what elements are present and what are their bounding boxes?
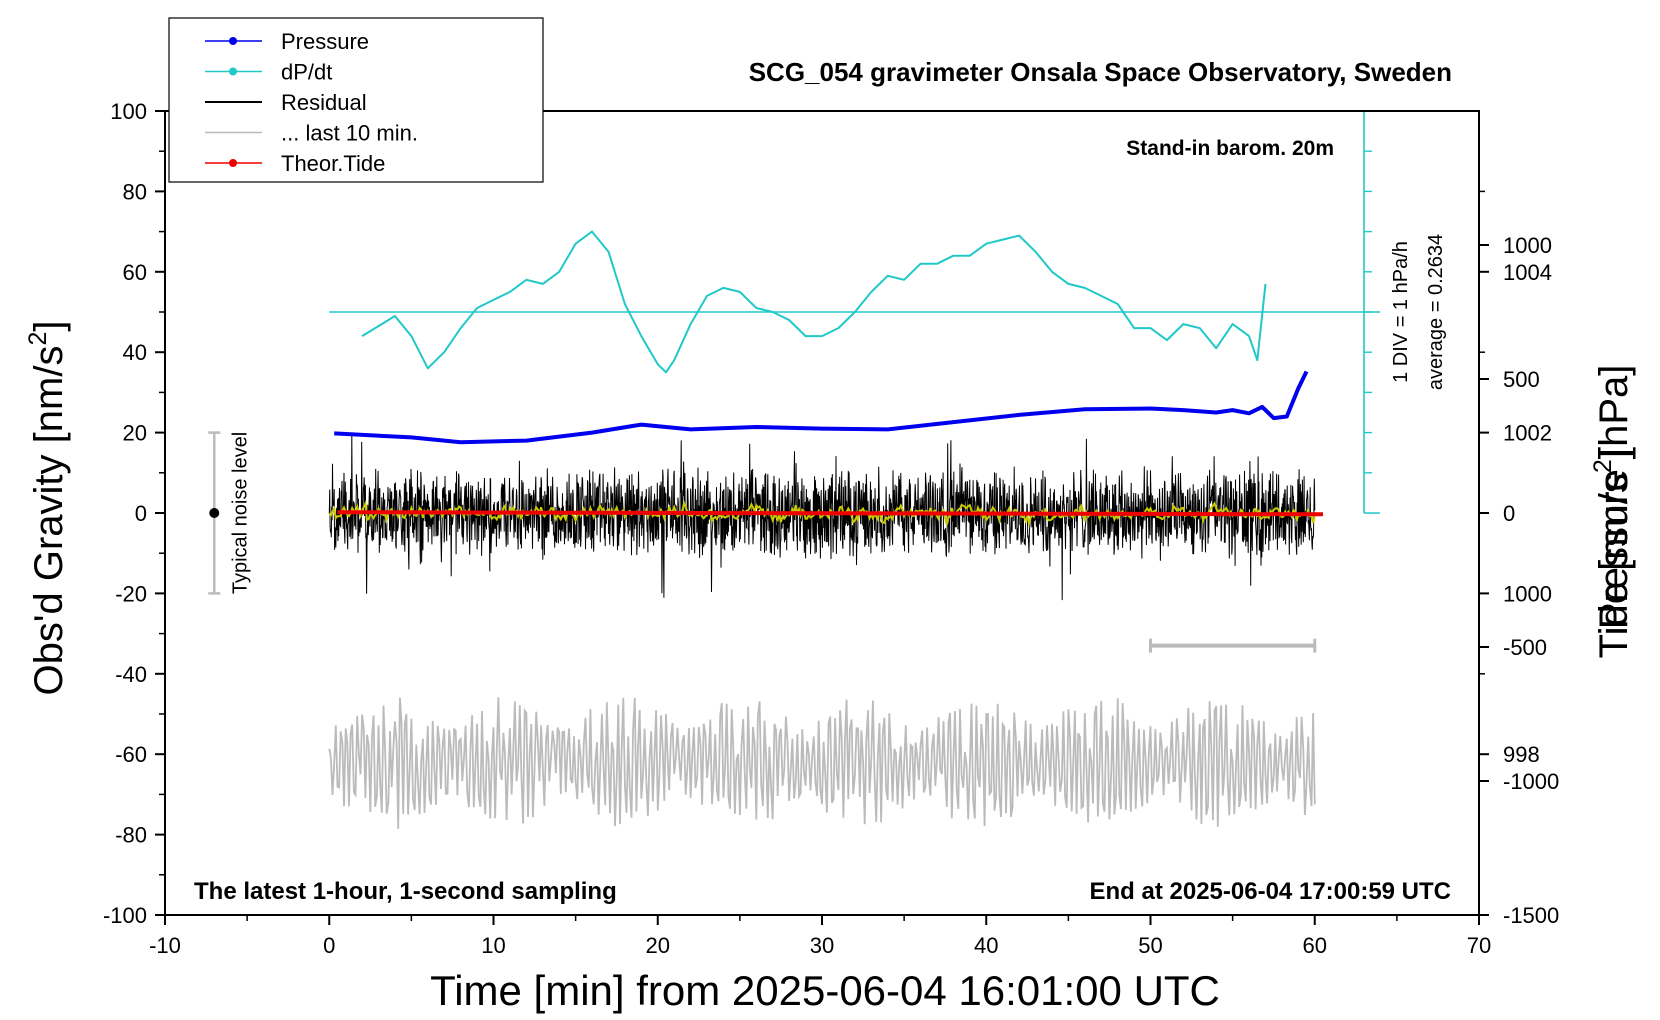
y-tick-label: -20 — [115, 581, 147, 606]
tide-tick-label: 500 — [1503, 367, 1540, 392]
tide-tick-label: -1000 — [1503, 769, 1559, 794]
tide-tick-label: -1500 — [1503, 903, 1559, 928]
legend-label: dP/dt — [281, 60, 332, 85]
pressure-tick-label: 1004 — [1503, 260, 1552, 285]
x-tick-label: 20 — [646, 933, 670, 958]
noise-bar-center — [209, 508, 220, 518]
y-axis-label-gravity-text: Obs'd Gravity [nm/s — [27, 346, 71, 696]
y-tick-label: 100 — [110, 99, 147, 124]
y-axis-label-pressure: Pressure [hPa] — [1592, 365, 1636, 630]
series-layer — [334, 230, 1324, 517]
legend-label: Theor.Tide — [281, 151, 385, 176]
legend-box — [168, 17, 544, 183]
x-tick-label: 10 — [481, 933, 505, 958]
y-axis-label-gravity: Obs'd Gravity [nm/s2] — [24, 321, 71, 696]
decorations — [208, 110, 1381, 653]
legend-marker — [229, 37, 237, 45]
x-tick-label: 50 — [1138, 933, 1162, 958]
x-tick-label: 40 — [974, 933, 998, 958]
axes: -10 0 10 20 30 40 50 60 70-100-80-60-40-20020406… — [103, 99, 1559, 958]
chart-title: SCG_054 gravimeter Onsala Space Observat… — [749, 57, 1452, 87]
x-tick-label: 60 — [1303, 933, 1327, 958]
y-axis-label-tide: Tide [nm/s2] — [1589, 448, 1636, 658]
dpdt-scale-note: 1 DIV = 1 hPa/h — [1390, 241, 1412, 383]
legend: Pressure dP/dt Residual ... last 10 min. The… — [168, 17, 544, 183]
y-axis-label-tide-tail: ] — [1592, 448, 1636, 459]
legend-marker — [229, 67, 237, 76]
legend-label: Pressure — [281, 29, 369, 54]
tide-tick-label: 0 — [1503, 501, 1515, 526]
y-tick-label: -60 — [115, 742, 147, 767]
tide-tick-label: 1000 — [1503, 233, 1552, 258]
noise-traces — [328, 434, 1316, 829]
residual-trace — [328, 434, 1316, 601]
legend-label: ... last 10 min. — [281, 121, 418, 146]
y-tick-label: -100 — [103, 903, 147, 928]
pressure-tick-label: 1002 — [1503, 421, 1552, 446]
x-axis-label: Time [min] from 2025-06-04 16:01:00 UTC — [430, 967, 1220, 1014]
last-10-min-trace — [328, 697, 1316, 829]
y-tick-label: 20 — [123, 421, 147, 446]
noise-level-label: Typical noise level — [229, 432, 251, 594]
series-theor-tide — [337, 510, 1324, 517]
y-tick-label: 0 — [135, 501, 147, 526]
y-axis-label-gravity-tail: ] — [27, 321, 71, 332]
legend-marker — [229, 159, 237, 167]
pressure-tick-label: 998 — [1503, 742, 1540, 767]
legend-label: Residual — [281, 90, 367, 115]
y-axis-label-gravity-sup: 2 — [24, 332, 52, 346]
y-tick-label: 40 — [123, 340, 147, 365]
pressure-tick-label: 1000 — [1503, 581, 1552, 606]
series-pressure — [334, 370, 1309, 445]
y-tick-label: 80 — [123, 179, 147, 204]
series-dp-dt — [361, 230, 1267, 374]
dpdt-average-note: average = 0.2634 — [1425, 234, 1447, 390]
tide-tick-label: -500 — [1503, 635, 1547, 660]
y-axis-label-tide-sup: 2 — [1589, 459, 1617, 473]
residual-smoothed-trace — [328, 499, 1316, 528]
x-tick-label: -10 — [149, 933, 181, 958]
end-time-note: End at 2025-06-04 17:00:59 UTC — [1090, 878, 1452, 905]
x-tick-label: 30 — [810, 933, 834, 958]
y-tick-label: -40 — [115, 662, 147, 687]
sampling-note: The latest 1-hour, 1-second sampling — [194, 878, 617, 905]
x-tick-label: 70 — [1467, 933, 1491, 958]
barometer-note: Stand-in barom. 20m — [1126, 137, 1334, 160]
y-tick-label: 60 — [123, 260, 147, 285]
y-tick-label: -80 — [115, 823, 147, 848]
x-tick-label: 0 — [323, 933, 335, 958]
y-axis-label-tide-text: Tide [nm/s — [1592, 473, 1636, 658]
